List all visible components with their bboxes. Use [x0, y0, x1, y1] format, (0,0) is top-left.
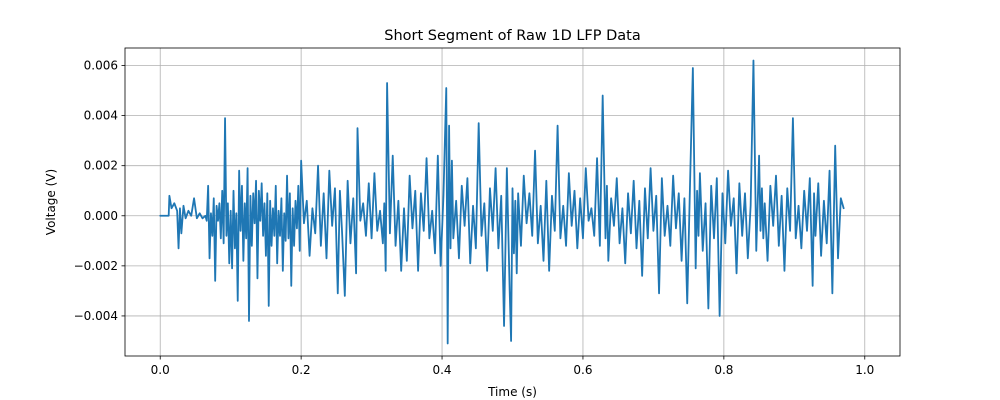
x-tick-label: 1.0 [855, 363, 874, 377]
series-line-lfp [159, 59, 845, 345]
y-tick-label: −0.002 [74, 259, 118, 273]
x-tick-label: 0.8 [714, 363, 733, 377]
y-tick-label: −0.004 [74, 309, 118, 323]
chart-title: Short Segment of Raw 1D LFP Data [384, 28, 640, 44]
x-tick-label: 0.4 [432, 363, 451, 377]
y-tick-label: 0.006 [84, 59, 118, 73]
y-tick-label: 0.004 [84, 109, 118, 123]
plot-frame [124, 47, 901, 357]
x-axis-label: Time (s) [487, 385, 537, 399]
x-tick-label: 0.6 [573, 363, 592, 377]
x-tick-label: 0.0 [151, 363, 170, 377]
y-axis-label: Voltage (V) [44, 169, 58, 235]
y-tick-label: 0.002 [84, 159, 118, 173]
axis-ticks: 0.0 0.2 0.4 0.6 0.8 1.0 −0.004 −0.002 0.000 0.002… [74, 59, 875, 377]
series-layer [159, 59, 845, 345]
y-tick-label: 0.000 [84, 209, 118, 223]
x-tick-label: 0.2 [292, 363, 311, 377]
